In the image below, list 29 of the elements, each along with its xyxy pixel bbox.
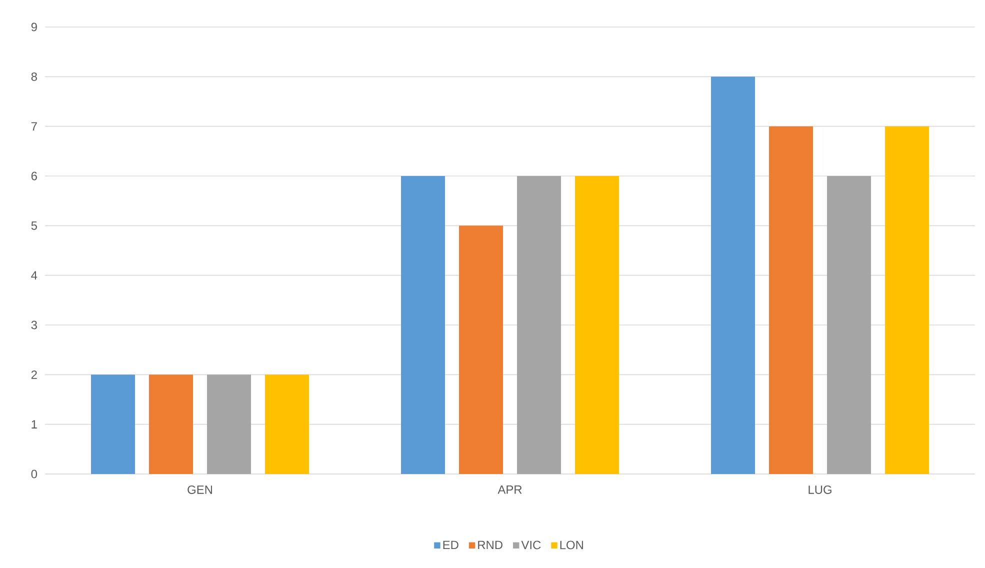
y-tick-label: 0 (31, 470, 38, 478)
y-tick-label: 7 (31, 122, 37, 130)
bar (265, 374, 310, 474)
bar (149, 374, 193, 474)
legend-label: LON (560, 540, 583, 550)
bar (207, 374, 252, 474)
x-tick-label: APR (498, 485, 522, 494)
bar (459, 226, 504, 474)
bar (885, 126, 930, 474)
x-tick-label: GEN (188, 485, 212, 494)
legend-label: ED (443, 540, 458, 550)
bar (827, 176, 872, 474)
y-tick-label: 3 (31, 320, 37, 330)
y-tick-label: 5 (31, 222, 37, 230)
y-tick-label: 2 (31, 370, 37, 379)
x-tick-label: LUG (808, 485, 832, 494)
y-tick-label: 6 (31, 172, 37, 180)
bar (401, 176, 446, 474)
bar (517, 176, 562, 474)
legend-label: RND (478, 540, 502, 550)
y-tick-label: 4 (31, 271, 38, 280)
bar (91, 374, 135, 474)
y-tick-label: 9 (31, 22, 37, 32)
y-tick-label: 1 (32, 420, 37, 428)
y-tick-label: 8 (31, 72, 37, 81)
bar (575, 176, 620, 474)
legend-label: VIC (521, 540, 541, 550)
bar (769, 126, 814, 474)
bar (711, 76, 756, 474)
